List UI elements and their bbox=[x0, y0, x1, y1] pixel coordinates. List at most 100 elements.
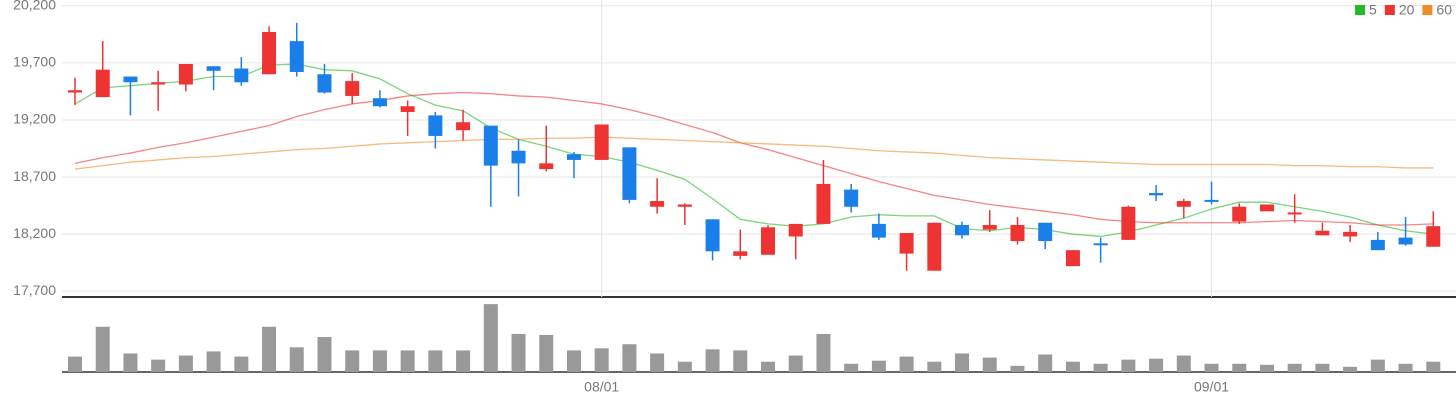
y-tick-label: 18,200 bbox=[13, 225, 56, 241]
legend-swatch bbox=[1384, 5, 1395, 15]
candle-body bbox=[317, 74, 332, 93]
y-tick-label: 19,200 bbox=[13, 111, 56, 127]
volume-bar bbox=[566, 350, 581, 372]
candle-body bbox=[982, 225, 997, 230]
candle-body bbox=[234, 68, 249, 83]
moving-average-line bbox=[74, 136, 1434, 170]
volume-bar bbox=[68, 356, 82, 372]
candle-body bbox=[400, 106, 415, 112]
candle-body bbox=[871, 223, 886, 238]
volume-bar bbox=[1232, 363, 1247, 372]
volume-bar bbox=[1426, 361, 1441, 372]
volume-bar bbox=[982, 357, 997, 372]
volume-bar bbox=[1398, 363, 1413, 372]
candle-body bbox=[927, 222, 942, 271]
candle-body bbox=[1343, 231, 1358, 237]
candle-body bbox=[1093, 243, 1108, 246]
candle-body bbox=[650, 201, 665, 207]
volume-bar bbox=[1149, 358, 1164, 372]
legend-swatch bbox=[1355, 5, 1366, 15]
y-tick-label: 20,200 bbox=[13, 0, 56, 12]
volume-bar bbox=[927, 361, 942, 372]
volume-bar bbox=[151, 359, 166, 372]
volume-bar bbox=[705, 349, 720, 372]
candle-body bbox=[483, 125, 498, 166]
volume-bar bbox=[899, 356, 914, 372]
candle-body bbox=[123, 76, 138, 83]
candle-body bbox=[705, 219, 720, 252]
candle-body bbox=[761, 227, 775, 255]
volume-bar bbox=[594, 348, 609, 372]
candle-body bbox=[1204, 199, 1219, 202]
candle-body bbox=[1259, 204, 1274, 212]
volume-bar bbox=[1065, 361, 1080, 372]
volume-bar bbox=[123, 353, 138, 372]
volume-bar bbox=[456, 350, 471, 372]
volume-bar bbox=[733, 350, 748, 372]
volume-bar bbox=[262, 326, 277, 372]
volume-bar bbox=[788, 355, 803, 372]
candle-body bbox=[1398, 237, 1413, 245]
volume-bar bbox=[1038, 354, 1053, 372]
volume-bar bbox=[955, 353, 970, 372]
volume-bar bbox=[345, 350, 360, 372]
candle-body bbox=[1426, 226, 1441, 247]
volume-bar bbox=[1259, 364, 1274, 372]
volume-bar bbox=[539, 334, 554, 372]
candle-body bbox=[262, 31, 277, 75]
candle-body bbox=[428, 115, 443, 136]
volume-bar bbox=[1343, 366, 1358, 372]
candle-body bbox=[899, 233, 914, 254]
candle-body bbox=[345, 81, 360, 96]
candle-body bbox=[511, 150, 526, 164]
legend-label: 60 bbox=[1436, 2, 1452, 18]
candle-body bbox=[1038, 222, 1053, 242]
volume-bar bbox=[761, 361, 775, 372]
volume-bar bbox=[1093, 363, 1108, 372]
candle-body bbox=[68, 90, 82, 93]
candle-body bbox=[372, 98, 387, 107]
candle-body bbox=[816, 183, 831, 224]
candle-body bbox=[539, 163, 554, 170]
x-tick-label: 08/01 bbox=[584, 379, 619, 395]
volume-bar bbox=[178, 355, 193, 372]
volume-bar bbox=[95, 326, 110, 372]
volume-bar bbox=[483, 304, 498, 372]
y-tick-label: 19,700 bbox=[13, 54, 56, 70]
candle-body bbox=[456, 122, 471, 131]
candle-body bbox=[677, 204, 692, 207]
candle-body bbox=[1010, 225, 1025, 242]
candle-body bbox=[622, 147, 637, 200]
volume-bar bbox=[400, 350, 415, 372]
candle-body bbox=[1149, 193, 1164, 196]
candle-body bbox=[289, 41, 304, 72]
volume-bar bbox=[816, 333, 831, 372]
volume-bar bbox=[289, 347, 304, 372]
moving-average-line bbox=[74, 91, 1434, 226]
volume-bar bbox=[650, 353, 665, 372]
volume-bar bbox=[1204, 363, 1219, 372]
volume-bar bbox=[428, 350, 443, 372]
volume-bar bbox=[234, 356, 249, 372]
moving-average-line bbox=[74, 63, 1434, 238]
candle-body bbox=[1121, 206, 1136, 240]
candle-body bbox=[95, 69, 110, 98]
candle-body bbox=[1287, 212, 1302, 215]
volume-bar bbox=[1315, 363, 1330, 372]
volume-bar bbox=[1370, 359, 1385, 372]
volume-bar bbox=[1287, 363, 1302, 372]
volume-bar bbox=[871, 360, 886, 372]
candle-body bbox=[844, 189, 859, 207]
volume-bar bbox=[677, 361, 692, 372]
volume-bar bbox=[1121, 359, 1136, 372]
volume-bar bbox=[317, 337, 332, 372]
y-tick-label: 18,700 bbox=[13, 168, 56, 184]
candle-body bbox=[151, 82, 166, 85]
x-tick-label: 09/01 bbox=[1194, 379, 1229, 395]
legend-label: 5 bbox=[1369, 2, 1377, 18]
candle-body bbox=[1176, 201, 1191, 207]
volume-bar bbox=[206, 351, 221, 372]
candle-body bbox=[178, 63, 193, 85]
legend-swatch bbox=[1422, 5, 1433, 15]
